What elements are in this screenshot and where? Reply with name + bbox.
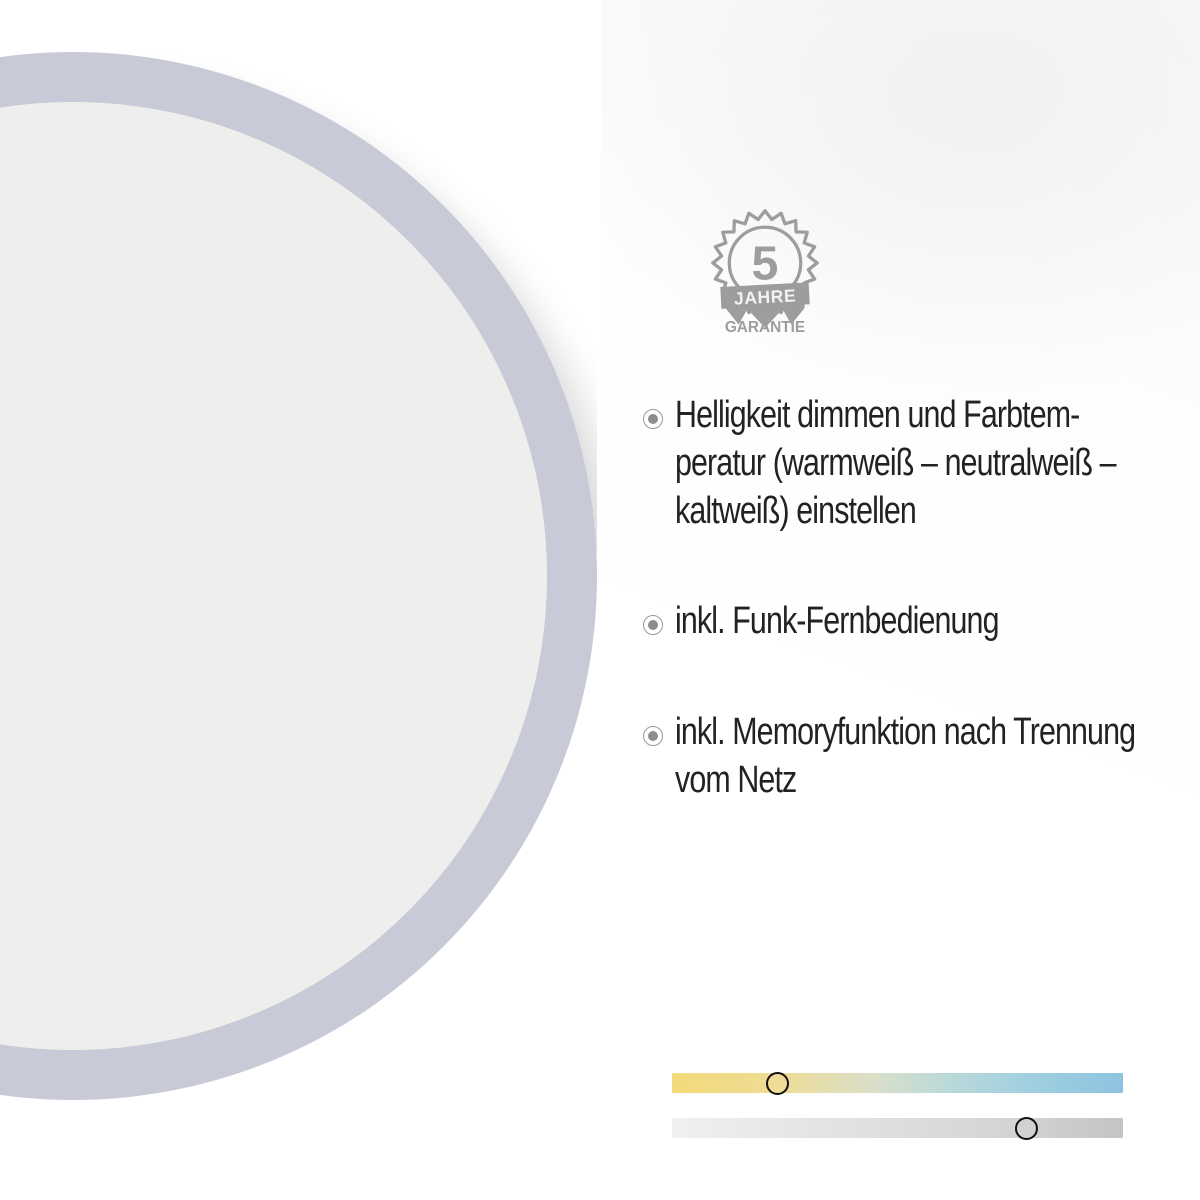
svg-text:JAHRE: JAHRE: [733, 285, 796, 308]
svg-text:5: 5: [752, 236, 779, 290]
svg-text:GARANTIE: GARANTIE: [725, 319, 805, 336]
